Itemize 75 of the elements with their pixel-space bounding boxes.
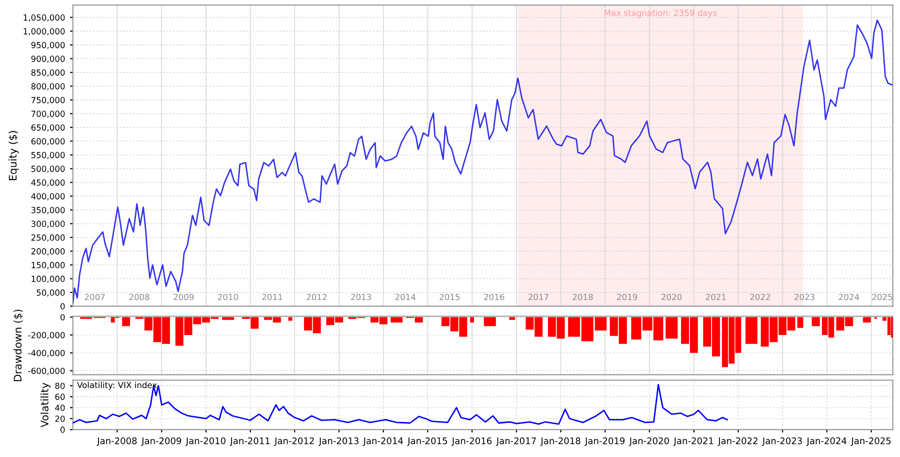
x-tick-label: Jan-2017 [496, 437, 536, 446]
x-tick-label: 2018 [572, 294, 593, 300]
x-tick-label: 2024 [838, 294, 860, 300]
y-tick-label: 1,050,000 [24, 14, 65, 22]
x-tick-label: 2021 [706, 294, 726, 300]
y-tick-label: -400,000 [28, 350, 65, 357]
y-axis-title: Volatility [40, 382, 50, 428]
x-tick-label: Jan-2018 [540, 437, 580, 446]
x-tick-label: 2010 [218, 294, 238, 300]
x-tick-label: Jan-2009 [141, 437, 182, 446]
x-tick-label: Jan-2025 [850, 437, 891, 446]
x-tick-label: Jan-2011 [230, 437, 270, 446]
y-tick-label: 450,000 [31, 179, 65, 187]
y-tick-label: 600,000 [31, 138, 65, 146]
x-tick-label: Jan-2015 [407, 437, 448, 446]
x-tick-label: 2011 [262, 294, 282, 300]
y-tick-label: 150,000 [32, 262, 65, 270]
y-tick-label: 80 [55, 382, 65, 389]
y-tick-label: 200,000 [31, 248, 65, 256]
line-series [72, 19, 893, 304]
y-tick-label: 40 [55, 404, 65, 411]
x-tick-label: Jan-2014 [362, 437, 403, 446]
y-tick-label: -600,000 [28, 368, 65, 375]
x-tick-label: 2016 [484, 294, 504, 300]
y-tick-label: 100,000 [32, 276, 65, 283]
band-label: Max stagnation: 2359 days [604, 10, 717, 18]
x-tick-label: Jan-2019 [584, 437, 625, 446]
y-tick-label: 250,000 [31, 234, 65, 242]
x-tick-label: Jan-2024 [806, 437, 846, 446]
y-tick-label: 900,000 [31, 56, 65, 63]
y-tick-label: 400,000 [31, 193, 65, 200]
x-tick-label: 2015 [440, 294, 460, 300]
x-tick-label: 2014 [395, 294, 416, 300]
x-tick-label: 2022 [750, 294, 770, 300]
y-tick-label: 300,000 [31, 220, 65, 228]
x-tick-label: Jan-2022 [718, 437, 758, 446]
x-tick-label: Jan-2020 [628, 437, 669, 446]
y-tick-label: 550,000 [31, 152, 65, 160]
x-tick-label: Jan-2023 [762, 437, 802, 446]
y-tick-label: 950,000 [31, 42, 65, 50]
y-tick-label: 700,000 [31, 110, 65, 118]
y-tick-label: 650,000 [31, 124, 65, 132]
x-tick-label: 2019 [617, 294, 638, 300]
x-tick-label: 2013 [351, 294, 371, 300]
y-tick-label: 50,000 [36, 289, 65, 297]
x-tick-label: Jan-2010 [185, 437, 226, 446]
x-tick-label: 2017 [528, 294, 548, 300]
x-tick-label: 2020 [662, 294, 682, 300]
x-tick-label: 2009 [174, 294, 194, 300]
x-tick-label: Jan-2008 [96, 437, 137, 446]
annotation: Volatility: VIX index [77, 382, 157, 390]
x-tick-label: Jan-2012 [274, 437, 314, 446]
x-tick-label: Jan-2021 [673, 437, 714, 446]
x-tick-label: 2023 [794, 294, 814, 300]
y-tick-label: -200,000 [28, 332, 65, 340]
x-tick-label: 2012 [306, 294, 326, 300]
y-tick-label: 800,000 [31, 83, 65, 90]
y-tick-label: 60 [55, 394, 65, 400]
line-series [72, 384, 728, 425]
y-tick-label: 350,000 [31, 206, 65, 214]
y-tick-label: 0 [60, 314, 65, 320]
y-tick-label: 750,000 [31, 96, 65, 104]
x-tick-label: 2007 [84, 294, 105, 300]
x-tick-label: Jan-2016 [452, 437, 492, 446]
x-tick-label: 2008 [129, 294, 150, 300]
y-axis-title: Equity ($) [8, 131, 19, 180]
y-tick-label: 0 [60, 303, 65, 310]
y-axis-title: Drawdown ($) [14, 310, 23, 382]
y-tick-label: 0 [60, 426, 65, 433]
y-tick-label: 20 [55, 416, 65, 422]
y-tick-label: 1,000,000 [24, 28, 65, 36]
x-tick-label: 2025 [872, 294, 892, 300]
x-tick-label: Jan-2013 [318, 437, 358, 446]
y-tick-label: 500,000 [31, 166, 65, 173]
y-tick-label: 850,000 [31, 69, 65, 77]
